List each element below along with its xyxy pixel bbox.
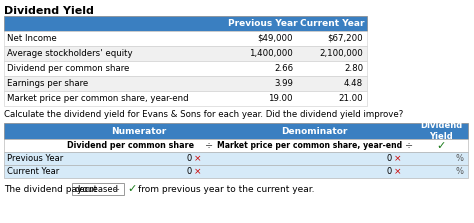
Text: ×: × xyxy=(194,154,202,163)
Text: ÷: ÷ xyxy=(405,140,413,151)
Bar xyxy=(72,183,124,195)
Bar xyxy=(4,76,367,91)
Text: 0: 0 xyxy=(187,167,192,176)
Bar xyxy=(4,61,367,76)
Text: ×: × xyxy=(194,167,202,176)
Text: ÷: ÷ xyxy=(111,184,119,194)
Text: Calculate the dividend yield for Evans & Sons for each year. Did the dividend yi: Calculate the dividend yield for Evans &… xyxy=(4,110,403,119)
Text: 2.66: 2.66 xyxy=(274,64,293,73)
Bar xyxy=(4,139,468,152)
Text: 19.00: 19.00 xyxy=(268,94,293,103)
Bar xyxy=(4,31,367,46)
Bar xyxy=(4,46,367,61)
Text: %: % xyxy=(456,154,464,163)
Text: 2,100,000: 2,100,000 xyxy=(319,49,363,58)
Text: 0: 0 xyxy=(387,154,392,163)
Text: 4.48: 4.48 xyxy=(344,79,363,88)
Text: 0: 0 xyxy=(187,154,192,163)
Text: Average stockholders' equity: Average stockholders' equity xyxy=(7,49,133,58)
Text: Dividend
Yield: Dividend Yield xyxy=(420,121,462,141)
Text: $67,200: $67,200 xyxy=(328,34,363,43)
Text: from previous year to the current year.: from previous year to the current year. xyxy=(137,184,314,194)
Text: Dividend Yield: Dividend Yield xyxy=(4,6,94,16)
Text: Earnings per share: Earnings per share xyxy=(7,79,88,88)
Text: Dividend per common share: Dividend per common share xyxy=(7,64,129,73)
Bar xyxy=(4,91,367,106)
Text: ✓: ✓ xyxy=(128,184,137,194)
Text: Net Income: Net Income xyxy=(7,34,57,43)
Text: ✓: ✓ xyxy=(436,140,446,151)
Text: Market price per common share, year-end: Market price per common share, year-end xyxy=(7,94,189,103)
Text: Market price per common share, year-end: Market price per common share, year-end xyxy=(217,141,402,150)
Text: 21.00: 21.00 xyxy=(338,94,363,103)
Bar xyxy=(4,152,468,165)
Text: 1,400,000: 1,400,000 xyxy=(249,49,293,58)
Text: ×: × xyxy=(394,154,402,163)
Text: Previous Year: Previous Year xyxy=(7,154,63,163)
Text: %: % xyxy=(456,167,464,176)
Text: Current Year: Current Year xyxy=(300,19,364,28)
Text: The dividend payout: The dividend payout xyxy=(4,184,97,194)
Text: ×: × xyxy=(394,167,402,176)
Text: decreased: decreased xyxy=(74,184,118,194)
Bar xyxy=(4,165,468,178)
Text: Dividend per common share: Dividend per common share xyxy=(67,141,194,150)
Text: 0: 0 xyxy=(387,167,392,176)
Text: 2.80: 2.80 xyxy=(344,64,363,73)
Text: $49,000: $49,000 xyxy=(257,34,293,43)
Text: ÷: ÷ xyxy=(205,140,213,151)
Text: Previous Year: Previous Year xyxy=(228,19,298,28)
Bar xyxy=(4,16,367,31)
Text: 3.99: 3.99 xyxy=(274,79,293,88)
Text: Numerator: Numerator xyxy=(111,126,167,136)
Text: Denominator: Denominator xyxy=(281,126,347,136)
Bar xyxy=(4,123,468,139)
Text: Current Year: Current Year xyxy=(7,167,59,176)
